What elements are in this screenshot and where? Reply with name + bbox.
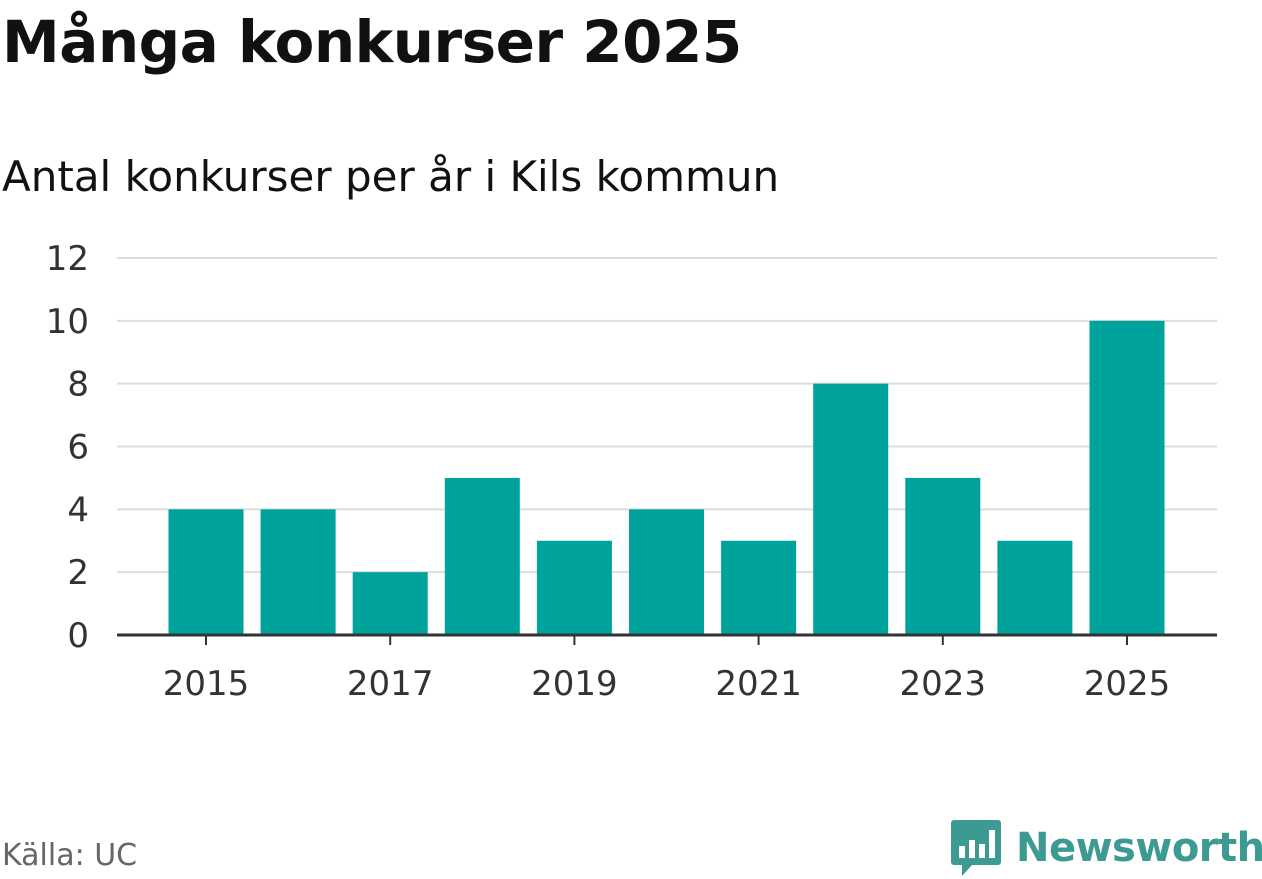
newsworthy-logo-icon [951,820,1001,876]
x-tick-label-2025: 2025 [1084,664,1171,704]
chart-subtitle: Antal konkurser per år i Kils kommun [2,152,780,201]
bar-2020 [629,509,704,635]
bar-2018 [444,477,520,635]
source-note: Källa: UC [2,838,138,873]
bar-2016 [260,509,336,635]
y-tick-label-0: 0 [67,616,89,656]
x-tick-label-2019: 2019 [531,664,618,704]
bar-2019 [536,540,612,635]
y-tick-label-6: 6 [67,428,89,468]
bar-2021 [721,540,797,635]
bars [168,320,1165,635]
bar-2023 [905,477,981,635]
x-axis [117,633,1217,645]
bar-2024 [997,540,1073,635]
x-tick-label-2021: 2021 [715,664,802,704]
bar-2022 [813,383,889,635]
y-tick-label-2: 2 [67,553,89,593]
y-tick-label-10: 10 [46,302,89,342]
brand-name: Newsworthy [1016,825,1262,871]
bar-2015 [168,509,244,635]
bar-2025 [1089,320,1165,635]
y-tick-label-12: 12 [46,239,89,279]
y-tick-label-4: 4 [67,490,89,530]
y-tick-label-8: 8 [67,365,89,405]
x-tick-label-2017: 2017 [347,664,434,704]
y-axis-labels: 0 2 4 6 8 10 12 [46,239,89,656]
bar-2017 [352,572,428,635]
x-tick-label-2015: 2015 [163,664,250,704]
chart-title: Många konkurser 2025 [2,8,742,76]
x-axis-labels: 2015 2017 2019 2021 2023 2025 [163,664,1171,704]
brand-logo: Newsworthy [950,818,1262,878]
x-tick-label-2023: 2023 [900,664,987,704]
